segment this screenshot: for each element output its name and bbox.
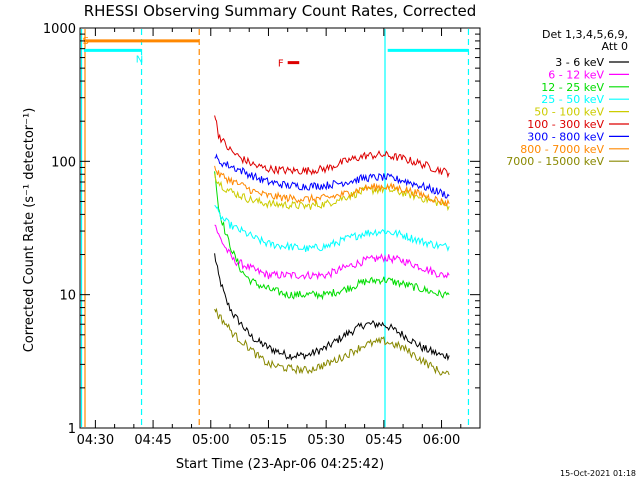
x-tick-label: 05:45 [365, 433, 402, 448]
series-line [214, 165, 450, 207]
legend-entry: 100 - 300 keV [527, 118, 604, 131]
legend-entry: 12 - 25 keV [541, 81, 604, 94]
series-line [214, 173, 450, 212]
series-line [214, 253, 450, 362]
legend-entry: 7000 - 15000 keV [506, 155, 604, 168]
series-lines [214, 115, 450, 376]
y-tick-label: 1000 [43, 22, 76, 37]
legend-entry: 50 - 100 keV [534, 106, 604, 119]
legend-header: Att 0 [602, 40, 628, 53]
state-segment-label: N [136, 54, 143, 65]
y-tick-label: 100 [51, 155, 76, 170]
plot-frame [79, 27, 481, 429]
x-tick-label: 05:00 [192, 433, 229, 448]
x-axis-label: Start Time (23-Apr-06 04:25:42) [176, 457, 384, 472]
x-tick-label: 05:30 [307, 433, 344, 448]
x-tick-label: 06:00 [423, 433, 460, 448]
chart-title: RHESSI Observing Summary Count Rates, Co… [84, 2, 477, 20]
legend-entry: 6 - 12 keV [548, 68, 604, 81]
legend-header: Det 1,3,4,5,6,9, [542, 28, 628, 41]
legend-entry: 300 - 800 keV [527, 130, 604, 143]
vertical-markers [80, 29, 470, 427]
state-segment-label: S [83, 36, 89, 47]
legend-entry: 3 - 6 keV [555, 56, 604, 69]
series-line [214, 115, 450, 179]
x-tick-label: 04:30 [77, 433, 114, 448]
series-line [214, 153, 450, 199]
state-segments: S N F [83, 36, 469, 70]
series-line [214, 307, 450, 376]
y-tick-label: 10 [59, 289, 76, 304]
series-line [214, 224, 450, 281]
legend-entry: 800 - 7000 keV [520, 143, 604, 156]
x-tick-label: 05:15 [250, 433, 287, 448]
footer-timestamp: 15-Oct-2021 01:18 [560, 469, 636, 478]
y-axis-label: Corrected Count Rate (s⁻¹ detector⁻¹) [22, 108, 37, 353]
legend-entry: 25 - 50 keV [541, 93, 604, 106]
axes: 04:30 04:45 05:00 05:15 05:30 05:45 06:00 1 10 10… [43, 22, 480, 448]
series-line [214, 171, 450, 301]
state-segment-label: F [278, 59, 284, 70]
x-tick-label: 04:45 [134, 433, 171, 448]
y-tick-label: 1 [68, 422, 76, 437]
series-line [214, 205, 450, 252]
